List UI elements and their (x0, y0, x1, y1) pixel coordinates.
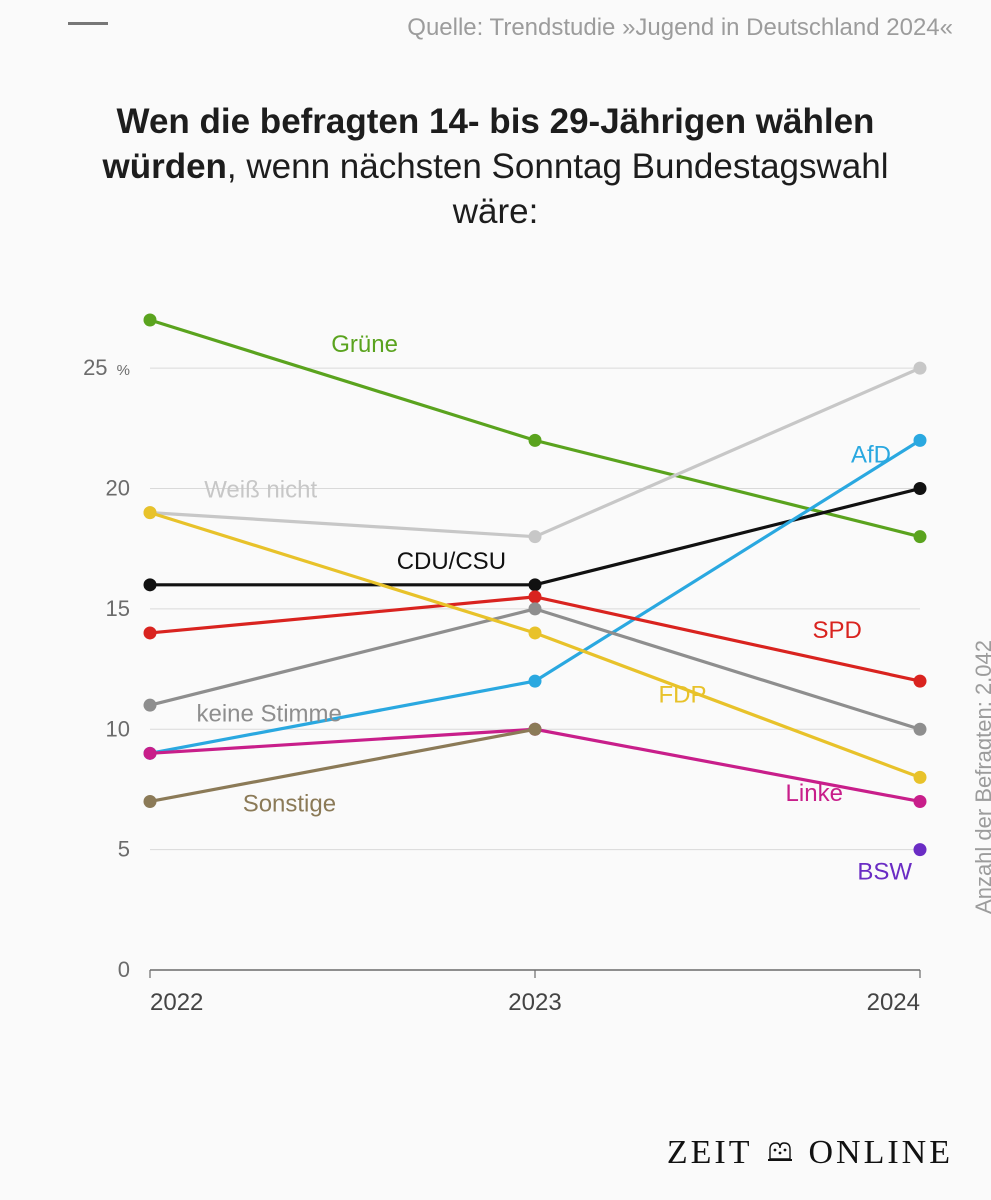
series-label: SPD (813, 617, 862, 644)
chart-title: Wen die befragten 14- bis 29-Jährigen wä… (0, 100, 991, 234)
brand-right: ONLINE (808, 1134, 953, 1172)
series-marker (529, 626, 542, 639)
series-marker (914, 530, 927, 543)
series-marker (144, 795, 157, 808)
series-marker (529, 602, 542, 615)
series-label: Weiß nicht (204, 476, 317, 503)
line-chart-svg: 0 5 10 15 20 25 % 2022 2023 2024 Grüne Weiß nicht C… (60, 310, 940, 1050)
title-rest: , wenn nächsten Sonntag Bundestagswahl w… (227, 147, 889, 231)
series-marker (144, 314, 157, 327)
series-label: CDU/CSU (397, 548, 506, 575)
series-marker (144, 626, 157, 639)
y-tick-label: 10 (106, 716, 130, 741)
series-marker (914, 795, 927, 808)
y-tick-label: 5 (118, 837, 130, 862)
y-tick-label: 25 % (83, 355, 130, 380)
series-label: Linke (786, 780, 843, 807)
series-line (150, 513, 920, 778)
series-marker (144, 699, 157, 712)
series-marker (144, 578, 157, 591)
chart-area: 0 5 10 15 20 25 % 2022 2023 2024 Grüne Weiß nicht C… (60, 310, 940, 1050)
chart-card: Quelle: Trendstudie »Jugend in Deutschla… (0, 0, 991, 1200)
y-tick-label: 15 (106, 596, 130, 621)
series-label: FDP (659, 681, 707, 708)
series-marker (914, 362, 927, 375)
series-label: Sonstige (243, 791, 336, 818)
x-tick-label: 2022 (150, 989, 203, 1016)
series-marker (529, 434, 542, 447)
series-label: Grüne (331, 331, 398, 358)
series-label: keine Stimme (197, 701, 342, 728)
series-marker (529, 530, 542, 543)
series-line (150, 320, 920, 537)
series-marker (144, 506, 157, 519)
series-marker (529, 590, 542, 603)
y-tick-label: 0 (118, 957, 130, 982)
series-marker (529, 723, 542, 736)
publisher-brand: ZEIT ONLINE (667, 1134, 953, 1172)
series-label: BSW (857, 859, 912, 886)
series-marker (529, 578, 542, 591)
respondent-note: Anzahl der Befragten: 2.042 (971, 640, 991, 914)
series-marker (914, 482, 927, 495)
series-label: AfD (851, 442, 891, 469)
top-tick-decoration (68, 22, 108, 25)
x-tick-label: 2024 (867, 989, 920, 1016)
series-marker (914, 434, 927, 447)
source-line: Quelle: Trendstudie »Jugend in Deutschla… (407, 14, 953, 42)
series-marker (914, 771, 927, 784)
x-tick-label: 2023 (508, 989, 561, 1016)
series-marker (529, 675, 542, 688)
y-tick-label: 20 (106, 476, 130, 501)
brand-crest-icon (762, 1139, 798, 1167)
series-marker (914, 723, 927, 736)
series-marker (144, 747, 157, 760)
series-marker (914, 843, 927, 856)
series-marker (914, 675, 927, 688)
brand-left: ZEIT (667, 1134, 753, 1172)
